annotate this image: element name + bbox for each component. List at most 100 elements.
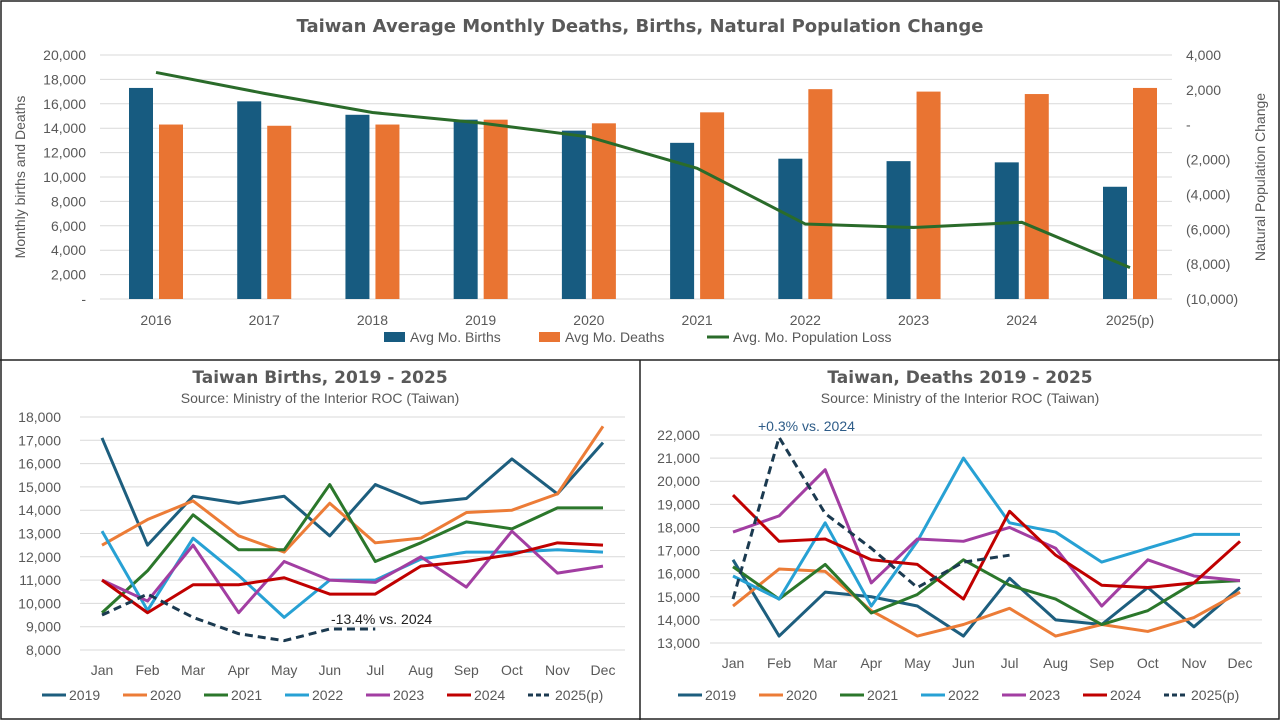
- x-tick-label: May: [271, 662, 297, 678]
- legend-label: 2023: [1029, 687, 1060, 703]
- y-tick-label: 8,000: [26, 642, 61, 658]
- x-tick-label: Jan: [722, 655, 745, 671]
- births-bar: [1103, 186, 1127, 299]
- x-tick-label: Nov: [1181, 655, 1206, 671]
- chart-title: Taiwan, Deaths 2019 - 2025: [827, 368, 1092, 388]
- y-tick-label: 15,000: [18, 479, 61, 495]
- x-tick-label: Aug: [408, 662, 433, 678]
- y-tick-label: 11,000: [19, 572, 61, 588]
- deaths-bar: [700, 112, 725, 299]
- y-tick-label: 13,000: [18, 526, 61, 542]
- legend-label: 2025(p): [1191, 687, 1239, 703]
- y-tick-label: 19,000: [657, 496, 700, 512]
- deaths-bar: [1024, 94, 1049, 299]
- x-tick-label: Oct: [501, 662, 523, 678]
- y-tick-label: 22,000: [657, 427, 700, 443]
- x-tick-label: Mar: [181, 662, 205, 678]
- y-tick-label: 9,000: [26, 619, 61, 635]
- legend-label: 2020: [150, 687, 181, 703]
- x-tick-label: Dec: [1228, 655, 1253, 671]
- series-line-2025p: [731, 435, 1010, 600]
- x-tick-label: Aug: [1043, 655, 1068, 671]
- chart-subtitle: Source: Ministry of the Interior ROC (Ta…: [821, 390, 1100, 406]
- legend-label: 2023: [393, 687, 424, 703]
- births-bar: [561, 130, 586, 299]
- births-bar: [994, 162, 1019, 299]
- deaths-bar: [159, 124, 183, 299]
- deaths-bar: [808, 89, 833, 299]
- legend-label: 2022: [312, 687, 343, 703]
- births-bar: [237, 101, 262, 299]
- x-tick-label: Apr: [860, 655, 882, 671]
- chart-title: Taiwan Average Monthly Deaths, Births, N…: [297, 16, 984, 37]
- series-line-2024: [731, 494, 1242, 601]
- y-tick-label: 20,000: [43, 47, 86, 63]
- y2-tick-label: (2,000): [1186, 152, 1230, 168]
- deaths-bar: [483, 119, 508, 299]
- legend-label: 2021: [231, 687, 262, 703]
- y2-tick-label: 4,000: [1186, 47, 1221, 63]
- y2-tick-label: (6,000): [1186, 221, 1230, 237]
- y-tick-label: 4,000: [51, 242, 86, 258]
- births-bar: [670, 142, 695, 299]
- x-tick-label: 2023: [898, 312, 929, 328]
- x-tick-label: Feb: [767, 655, 791, 671]
- x-tick-label: 2017: [249, 312, 280, 328]
- series-line-2023: [101, 529, 604, 615]
- y2-tick-label: (10,000): [1186, 291, 1238, 307]
- y-tick-label: 18,000: [43, 71, 86, 87]
- y-tick-label: 6,000: [51, 218, 86, 234]
- x-tick-label: Jun: [952, 655, 975, 671]
- series-line-2025p: [101, 592, 376, 643]
- x-tick-label: Nov: [545, 662, 570, 678]
- y-tick-label: 14,000: [18, 502, 61, 518]
- y-tick-label: 16,000: [43, 96, 86, 112]
- y-tick-label: 21,000: [657, 450, 700, 466]
- legend-label: 2025(p): [555, 687, 603, 703]
- legend-label: 2022: [948, 687, 979, 703]
- x-tick-label: 2024: [1006, 312, 1037, 328]
- series-line-2021: [732, 558, 1241, 627]
- y-tick-label: 20,000: [657, 473, 700, 489]
- y-tick-label: 13,000: [657, 635, 700, 651]
- y-tick-label: 18,000: [657, 519, 700, 535]
- legend-label: Avg. Mo. Population Loss: [733, 329, 892, 345]
- births-bar: [345, 114, 370, 299]
- series-line-2023: [732, 468, 1241, 608]
- y2-tick-label: (4,000): [1186, 186, 1230, 202]
- annotation: +0.3% vs. 2024: [758, 418, 855, 434]
- series-line-2019: [731, 559, 1241, 638]
- births-bar: [129, 87, 153, 299]
- y2-tick-label: -: [1186, 117, 1191, 133]
- x-tick-label: 2021: [682, 312, 713, 328]
- deaths-bar: [375, 124, 400, 299]
- y-tick-label: 10,000: [18, 595, 61, 611]
- deaths-bar: [1133, 87, 1157, 299]
- legend-label: Avg Mo. Deaths: [565, 329, 664, 345]
- births-bar: [778, 158, 803, 299]
- x-tick-label: Apr: [228, 662, 250, 678]
- x-tick-label: Jun: [318, 662, 341, 678]
- legend-label: 2024: [474, 687, 505, 703]
- x-tick-label: 2018: [357, 312, 388, 328]
- y-tick-label: 14,000: [43, 120, 86, 136]
- y-axis-label: Monthly births and Deaths: [12, 96, 28, 259]
- x-tick-label: Jul: [366, 662, 384, 678]
- legend-label: 2019: [705, 687, 736, 703]
- y-tick-label: 12,000: [43, 145, 86, 161]
- legend-label: 2020: [786, 687, 817, 703]
- y-tick-label: 18,000: [18, 409, 61, 425]
- avg-monthly-chart: Taiwan Average Monthly Deaths, Births, N…: [12, 16, 1268, 345]
- x-tick-label: Jul: [1001, 655, 1019, 671]
- chart-title: Taiwan Births, 2019 - 2025: [192, 368, 447, 388]
- y-tick-label: -: [81, 291, 86, 307]
- x-tick-label: Dec: [591, 662, 616, 678]
- legend-swatch: [384, 332, 405, 342]
- y-tick-label: 2,000: [51, 267, 86, 283]
- x-tick-label: Feb: [135, 662, 159, 678]
- legend-swatch: [539, 332, 560, 342]
- deaths-chart: Taiwan, Deaths 2019 - 2025 Source: Minis…: [657, 368, 1262, 703]
- y-tick-label: 17,000: [657, 543, 700, 559]
- legend-label: 2024: [1110, 687, 1141, 703]
